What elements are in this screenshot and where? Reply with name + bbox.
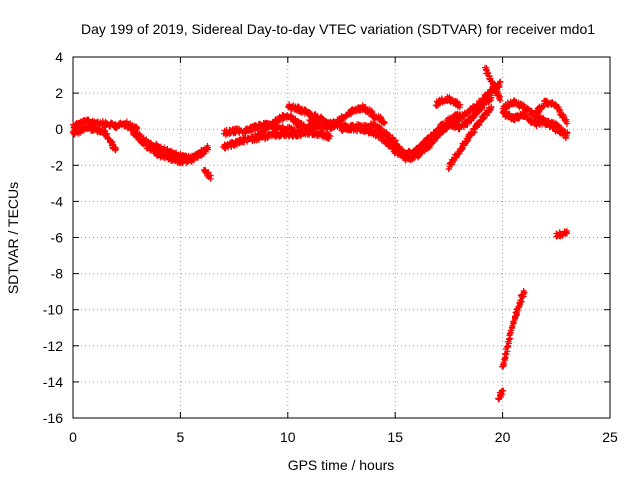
series-track-21 xyxy=(495,387,507,403)
series-track-20 xyxy=(531,110,570,142)
y-tick-label: 4 xyxy=(55,49,63,65)
y-tick-label: -2 xyxy=(51,157,64,173)
series-track-16 xyxy=(432,93,464,111)
y-tick-label: -4 xyxy=(51,193,64,209)
series-track-22 xyxy=(499,288,528,370)
x-tick-label: 10 xyxy=(280,429,296,445)
point-marks xyxy=(130,129,206,167)
point-marks xyxy=(553,227,570,240)
chart-title: Day 199 of 2019, Sidereal Day-to-day VTE… xyxy=(81,21,595,37)
y-tick-label: -16 xyxy=(43,410,63,426)
point-marks xyxy=(531,110,570,142)
series-track-2 xyxy=(69,122,119,154)
x-tick-label: 20 xyxy=(495,429,511,445)
y-tick-label: -6 xyxy=(51,230,64,246)
point-marks xyxy=(432,93,464,111)
x-tick-label: 25 xyxy=(602,429,618,445)
y-tick-label: 0 xyxy=(55,121,63,137)
y-tick-label: -14 xyxy=(43,374,63,390)
data-points xyxy=(69,64,571,403)
series-track-23 xyxy=(553,227,570,240)
point-marks xyxy=(482,64,504,104)
series-track-4 xyxy=(130,129,206,167)
point-marks xyxy=(285,101,334,130)
point-marks xyxy=(445,103,495,173)
series-track-15 xyxy=(445,103,495,173)
x-tick-label: 15 xyxy=(387,429,403,445)
y-tick-label: 2 xyxy=(55,85,63,101)
y-tick-label: -8 xyxy=(51,266,64,282)
series-track-9 xyxy=(285,101,334,130)
x-axis-label: GPS time / hours xyxy=(288,457,395,473)
point-marks xyxy=(499,288,528,370)
y-axis-label: SDTVAR / TECUs xyxy=(5,182,21,294)
series-track-17 xyxy=(482,64,504,104)
point-marks xyxy=(495,387,507,403)
series-track-5 xyxy=(200,166,214,182)
x-tick-label: 5 xyxy=(177,429,185,445)
point-marks xyxy=(200,166,214,182)
point-marks xyxy=(69,122,119,154)
y-tick-label: -10 xyxy=(43,302,63,318)
y-tick-label: -12 xyxy=(43,338,63,354)
x-tick-label: 0 xyxy=(69,429,77,445)
